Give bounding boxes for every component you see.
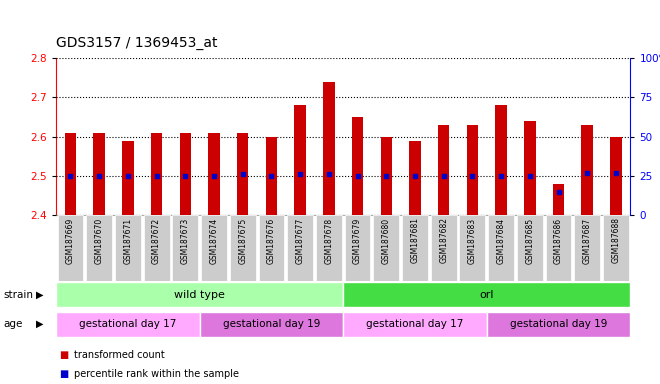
FancyBboxPatch shape — [172, 215, 198, 281]
FancyBboxPatch shape — [603, 215, 629, 281]
FancyBboxPatch shape — [56, 282, 343, 307]
Text: GSM187674: GSM187674 — [209, 217, 218, 264]
FancyBboxPatch shape — [459, 215, 485, 281]
FancyBboxPatch shape — [316, 215, 342, 281]
Text: strain: strain — [3, 290, 33, 300]
Bar — [610, 137, 622, 215]
Bar — [94, 133, 105, 215]
Bar — [467, 125, 478, 215]
Text: transformed count: transformed count — [74, 350, 165, 360]
Text: GSM187677: GSM187677 — [296, 217, 305, 264]
Bar — [65, 133, 76, 215]
Text: GDS3157 / 1369453_at: GDS3157 / 1369453_at — [56, 36, 218, 50]
Bar — [151, 133, 162, 215]
Text: GSM187683: GSM187683 — [468, 217, 477, 263]
FancyBboxPatch shape — [201, 215, 227, 281]
FancyBboxPatch shape — [343, 312, 487, 336]
Text: GSM187673: GSM187673 — [181, 217, 190, 264]
Text: GSM187676: GSM187676 — [267, 217, 276, 264]
Bar — [496, 105, 507, 215]
Text: age: age — [3, 319, 22, 329]
FancyBboxPatch shape — [86, 215, 112, 281]
Bar — [352, 117, 363, 215]
Text: GSM187678: GSM187678 — [324, 217, 333, 263]
Bar — [323, 81, 335, 215]
FancyBboxPatch shape — [517, 215, 543, 281]
Bar — [409, 141, 420, 215]
Bar — [581, 125, 593, 215]
FancyBboxPatch shape — [56, 312, 199, 336]
Text: GSM187672: GSM187672 — [152, 217, 161, 263]
Text: GSM187669: GSM187669 — [66, 217, 75, 264]
Bar — [381, 137, 392, 215]
Text: GSM187681: GSM187681 — [411, 217, 420, 263]
FancyBboxPatch shape — [488, 215, 514, 281]
Text: GSM187670: GSM187670 — [94, 217, 104, 264]
Text: GSM187675: GSM187675 — [238, 217, 248, 264]
Text: orl: orl — [480, 290, 494, 300]
FancyBboxPatch shape — [345, 215, 370, 281]
Bar — [438, 125, 449, 215]
Text: ▶: ▶ — [36, 290, 43, 300]
FancyBboxPatch shape — [546, 215, 572, 281]
Text: GSM187680: GSM187680 — [381, 217, 391, 263]
FancyBboxPatch shape — [115, 215, 141, 281]
Text: ■: ■ — [59, 350, 69, 360]
Text: GSM187684: GSM187684 — [496, 217, 506, 263]
Text: GSM187685: GSM187685 — [525, 217, 535, 263]
Bar — [266, 137, 277, 215]
FancyBboxPatch shape — [374, 215, 399, 281]
Text: GSM187679: GSM187679 — [353, 217, 362, 264]
FancyBboxPatch shape — [402, 215, 428, 281]
Bar — [209, 133, 220, 215]
Text: gestational day 17: gestational day 17 — [79, 319, 177, 329]
FancyBboxPatch shape — [487, 312, 630, 336]
Text: GSM187671: GSM187671 — [123, 217, 133, 263]
Text: percentile rank within the sample: percentile rank within the sample — [74, 369, 239, 379]
FancyBboxPatch shape — [343, 282, 630, 307]
Text: GSM187682: GSM187682 — [439, 217, 448, 263]
Text: wild type: wild type — [174, 290, 225, 300]
FancyBboxPatch shape — [230, 215, 255, 281]
FancyBboxPatch shape — [259, 215, 284, 281]
Bar — [524, 121, 535, 215]
Text: GSM187688: GSM187688 — [611, 217, 620, 263]
Text: gestational day 19: gestational day 19 — [222, 319, 320, 329]
FancyBboxPatch shape — [287, 215, 313, 281]
FancyBboxPatch shape — [199, 312, 343, 336]
Text: gestational day 17: gestational day 17 — [366, 319, 464, 329]
FancyBboxPatch shape — [574, 215, 600, 281]
FancyBboxPatch shape — [431, 215, 457, 281]
FancyBboxPatch shape — [57, 215, 83, 281]
Bar — [122, 141, 133, 215]
Text: ■: ■ — [59, 369, 69, 379]
Bar — [237, 133, 248, 215]
Bar — [180, 133, 191, 215]
FancyBboxPatch shape — [144, 215, 170, 281]
Text: GSM187686: GSM187686 — [554, 217, 563, 263]
Text: GSM187687: GSM187687 — [583, 217, 592, 263]
Text: gestational day 19: gestational day 19 — [510, 319, 607, 329]
Bar — [294, 105, 306, 215]
Text: ▶: ▶ — [36, 319, 43, 329]
Bar — [553, 184, 564, 215]
